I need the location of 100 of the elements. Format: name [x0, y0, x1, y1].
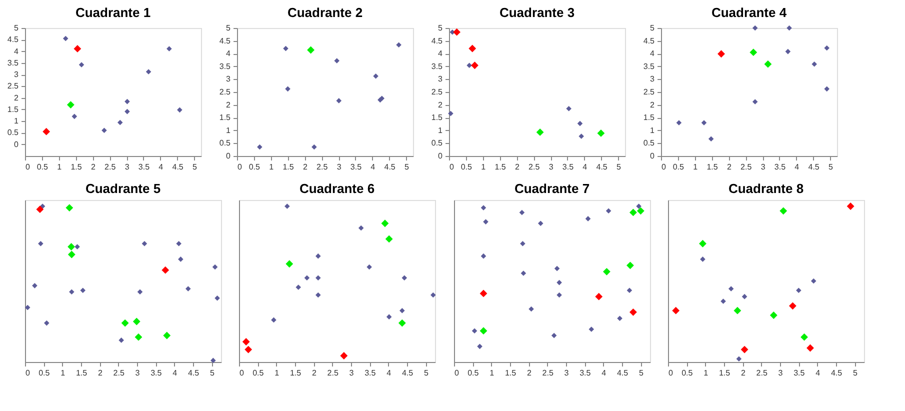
x-tick-label: 0.5: [252, 368, 264, 378]
point: [163, 332, 171, 340]
point: [117, 120, 123, 126]
point: [142, 240, 148, 246]
y-tick-label: 5: [650, 24, 656, 32]
point: [210, 358, 216, 364]
point: [720, 298, 726, 304]
y-tick-label: 1: [14, 116, 20, 126]
point: [72, 114, 78, 120]
point: [602, 268, 610, 276]
x-tick-label: 1.5: [76, 368, 88, 378]
x-tick-label: 3.5: [150, 368, 162, 378]
y-tick-label: 3.5: [643, 62, 656, 71]
x-tick-label: 4: [370, 162, 376, 172]
x-tick-label: 3.5: [138, 162, 150, 172]
point: [536, 128, 544, 136]
point: [398, 319, 406, 327]
point: [69, 289, 74, 295]
point: [132, 318, 140, 326]
y-tick-label: 2.5: [431, 88, 444, 96]
point: [316, 253, 321, 259]
x-tick-label: 3: [564, 368, 570, 378]
point: [734, 306, 742, 314]
y-tick-label: 2.5: [7, 82, 20, 91]
y-tick-label: 0: [438, 152, 444, 160]
point: [296, 284, 302, 290]
point: [162, 266, 170, 274]
y-tick-label: 0.5: [7, 128, 20, 138]
x-tick-label: 1.5: [70, 162, 82, 172]
chart-title: Cuadrante 2: [287, 5, 363, 20]
point: [785, 48, 791, 54]
x-tick-label: 4: [582, 162, 588, 172]
point: [176, 240, 182, 246]
y-tick-label: 4: [438, 49, 444, 58]
y-tick-label: 3: [14, 70, 20, 80]
y-tick-label: 4: [650, 49, 656, 58]
point: [597, 130, 605, 137]
x-tick-label: 0: [454, 368, 460, 378]
point: [468, 44, 476, 52]
y-tick-label: 5: [226, 24, 232, 32]
x-tick-label: 3: [135, 368, 140, 378]
point: [358, 225, 364, 231]
point: [68, 250, 76, 258]
x-tick-label: 4.5: [188, 368, 200, 378]
x-tick-label: 3.5: [350, 162, 362, 172]
point: [617, 316, 622, 322]
x-tick-label: 3.5: [774, 162, 786, 172]
chart-title: Cuadrante 5: [85, 181, 161, 196]
y-tick-label: 3: [226, 74, 232, 84]
point: [740, 346, 748, 354]
point: [214, 295, 220, 301]
y-tick-label: 1: [650, 126, 656, 135]
point: [629, 308, 637, 316]
point: [74, 45, 82, 52]
x-tick-label: 2.5: [756, 368, 768, 378]
x-tick-label: 3: [778, 368, 784, 378]
point: [42, 128, 50, 136]
y-tick-label: 4: [14, 46, 20, 56]
y-tick-label: 2.5: [219, 88, 232, 96]
y-tick-label: 0: [226, 152, 232, 160]
x-tick-label: 2: [526, 368, 532, 378]
x-tick-label: 4: [158, 162, 164, 172]
point: [66, 204, 74, 212]
x-tick-label: 2.5: [542, 368, 554, 378]
point: [316, 292, 321, 298]
y-tick-label: 2: [438, 100, 444, 110]
x-tick-label: 2.5: [528, 162, 540, 172]
y-tick-label: 1.5: [643, 113, 656, 122]
chart-title: Cuadrante 3: [499, 5, 575, 20]
point: [166, 46, 172, 52]
x-tick-label: 1.5: [504, 368, 517, 378]
x-tick-label: 4.5: [808, 162, 820, 172]
chart-title: Cuadrante 7: [514, 181, 590, 196]
x-tick-label: 2.5: [327, 368, 339, 378]
y-tick-label: 2: [14, 93, 20, 102]
point: [538, 220, 544, 226]
point: [312, 144, 317, 150]
point: [810, 278, 816, 284]
point: [626, 288, 632, 293]
x-tick-label: 4: [816, 368, 821, 378]
x-tick-label: 0: [662, 162, 666, 172]
x-tick-label: 4: [602, 368, 607, 378]
y-tick-label: 4.5: [7, 35, 20, 44]
point: [629, 208, 637, 216]
point: [588, 326, 594, 332]
point: [385, 235, 393, 243]
point: [480, 327, 488, 335]
x-tick-label: 1.5: [494, 162, 506, 172]
point: [519, 210, 525, 216]
x-tick-label: 0: [26, 368, 30, 378]
y-tick-label: 4.5: [643, 36, 656, 46]
y-tick-label: 4.5: [219, 36, 232, 46]
x-tick-label: 3: [548, 162, 554, 172]
point: [453, 28, 460, 36]
x-tick-label: 1.5: [282, 162, 294, 172]
point: [373, 73, 378, 79]
x-tick-label: 5: [852, 368, 858, 378]
x-tick-label: 5: [424, 368, 429, 378]
point: [402, 275, 408, 281]
x-tick-label: 0.5: [38, 368, 50, 378]
